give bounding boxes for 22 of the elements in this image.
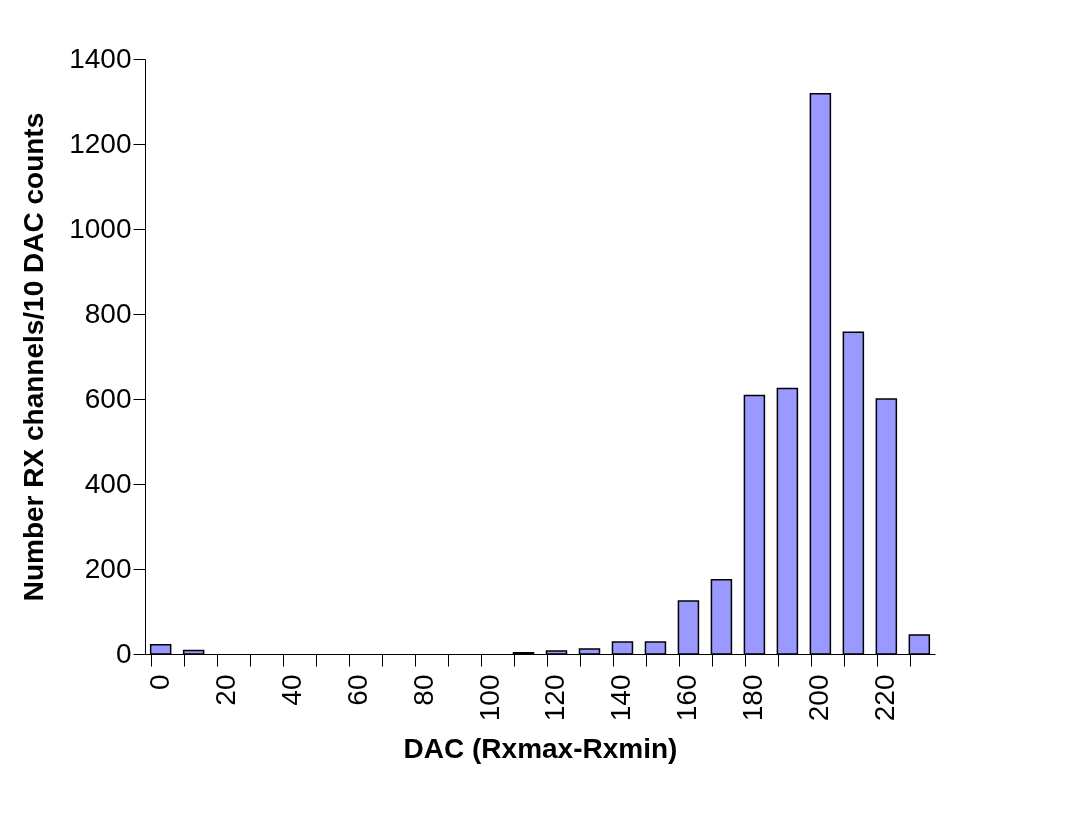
x-tick-label: 100: [473, 674, 505, 722]
x-tick-label: 120: [539, 674, 571, 722]
y-tick-label: 600: [84, 382, 132, 414]
y-tick-label: 0: [115, 637, 132, 669]
y-tick-label: 1200: [69, 127, 132, 159]
y-tick-label: 800: [84, 297, 132, 329]
y-tick-label: 200: [84, 552, 132, 584]
x-tick-label: 160: [671, 674, 703, 722]
x-tick-label: 200: [803, 674, 835, 722]
x-tick-label: 0: [143, 674, 175, 691]
x-tick-label: 180: [737, 674, 769, 722]
x-tick-label: 40: [275, 674, 307, 706]
y-tick-label: 400: [84, 467, 132, 499]
x-tick-label: 80: [407, 674, 439, 706]
y-tick-label: 1400: [69, 42, 132, 74]
x-tick-label: 220: [869, 674, 901, 722]
x-tick-label: 140: [605, 674, 637, 722]
y-axis-title: Number RX channels/10 DAC counts: [18, 112, 50, 602]
x-axis-title: DAC (Rxmax-Rxmin): [403, 733, 678, 765]
x-tick-label: 60: [341, 674, 373, 706]
x-tick-label: 20: [209, 674, 241, 706]
y-tick-label: 1000: [69, 212, 132, 244]
